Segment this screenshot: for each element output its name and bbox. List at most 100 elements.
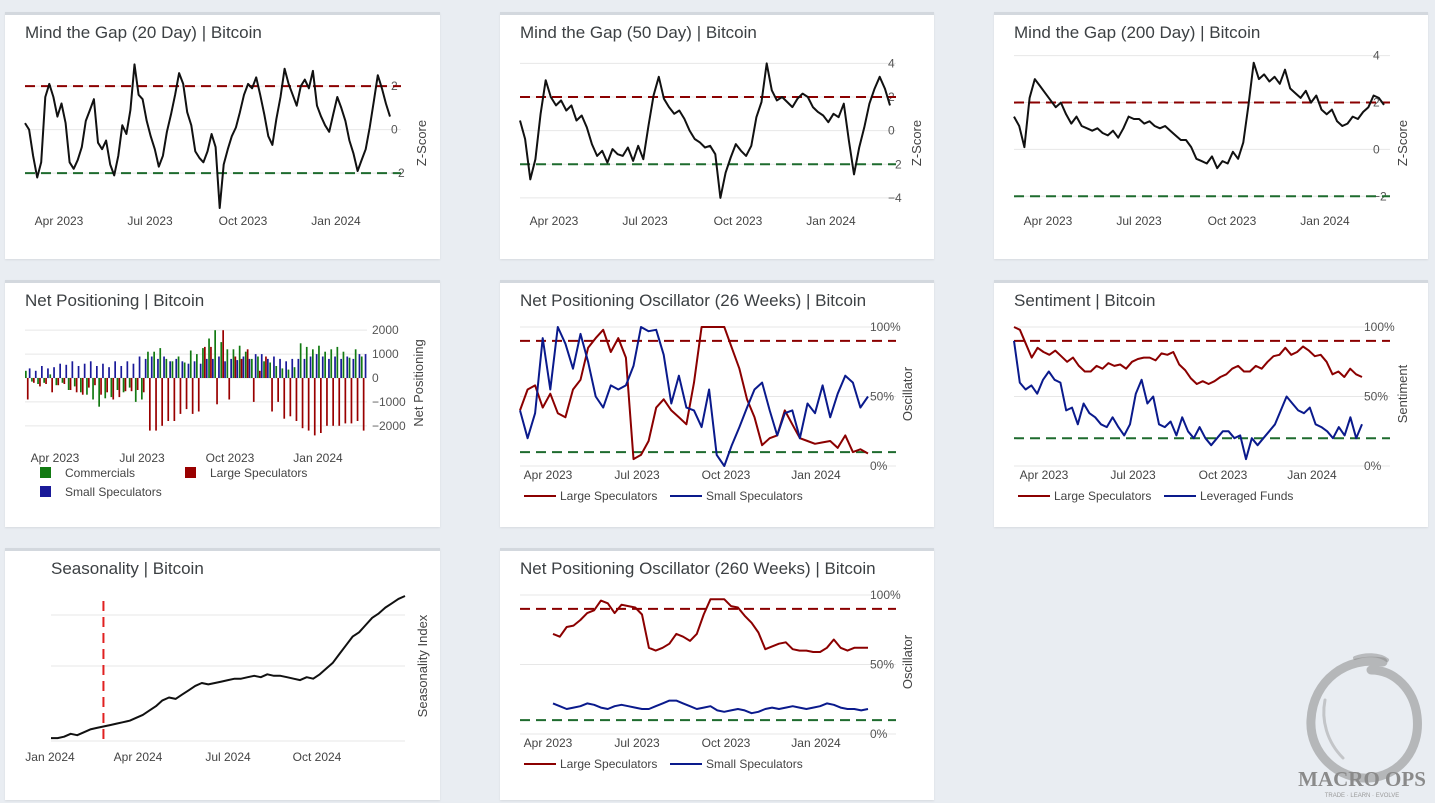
bar-large-speculators <box>197 378 200 412</box>
npo-26-weeks-chart[interactable]: 100% 50% 0% Apr 2023 Jul 2023 Oct 2023 Jan 202… <box>500 283 934 530</box>
bar-small-speculators <box>132 363 135 378</box>
bar-commercials <box>128 378 131 388</box>
x-tick-label: Apr 2023 <box>1024 214 1073 228</box>
bar-large-speculators <box>320 378 322 433</box>
bar-commercials <box>293 367 296 378</box>
bar-small-speculators <box>126 361 129 378</box>
bar-commercials <box>318 345 320 378</box>
x-tick-label: Jul 2023 <box>1110 468 1156 482</box>
bar-large-speculators <box>161 378 163 426</box>
seasonality-chart[interactable]: Jan 2024 Apr 2024 Jul 2024 Oct 2024Seasonal… <box>5 551 440 803</box>
bar-commercials <box>55 378 58 386</box>
bar-commercials <box>324 351 326 378</box>
chart-title: Seasonality | Bitcoin <box>51 559 204 578</box>
bar-large-speculators <box>252 378 255 402</box>
chart-title: Net Positioning | Bitcoin <box>25 291 205 310</box>
bar-commercials <box>80 378 82 393</box>
bar-large-speculators <box>289 378 292 417</box>
bar-commercials <box>305 346 308 378</box>
card-net-positioning: Net Positioning | Bitcoin 2000 1000 0 −1000… <box>5 280 440 527</box>
bar-large-speculators <box>94 378 96 386</box>
y-tick-label: 50% <box>1364 390 1388 404</box>
bar-large-speculators <box>26 378 29 400</box>
bar-large-speculators <box>362 378 365 431</box>
y-axis-title: Z-Score <box>1395 120 1410 166</box>
bar-large-speculators <box>240 358 243 378</box>
bar-large-speculators <box>222 330 224 378</box>
bar-small-speculators <box>346 356 349 378</box>
net-positioning-chart[interactable]: 2000 1000 0 −1000 −2000 Apr 2023 Jul 2023 Oct 2… <box>5 283 440 530</box>
bar-large-speculators <box>216 378 218 405</box>
bar-small-speculators <box>108 367 110 378</box>
x-tick-label: Apr 2023 <box>524 468 573 482</box>
x-tick-label: Apr 2023 <box>31 451 80 465</box>
logo-tagline: TRADE · LEARN · EVOLVE <box>1325 793 1400 799</box>
bar-commercials <box>232 349 235 378</box>
card-npo-260-weeks: Net Positioning Oscillator (260 Weeks) |… <box>500 548 934 800</box>
bar-small-speculators <box>71 361 74 378</box>
x-tick-label: Oct 2023 <box>206 451 255 465</box>
bar-commercials <box>287 369 290 378</box>
bar-large-speculators <box>75 378 78 393</box>
x-tick-label: Oct 2023 <box>1199 468 1248 482</box>
bar-small-speculators <box>248 358 251 378</box>
x-tick-label: Jan 2024 <box>25 750 75 764</box>
x-tick-label: Oct 2023 <box>702 736 751 750</box>
bar-commercials <box>257 356 259 378</box>
y-tick-label: 100% <box>1364 320 1395 334</box>
y-tick-label: 0 <box>372 371 379 385</box>
bar-small-speculators <box>199 363 202 378</box>
x-tick-label: Jan 2024 <box>1300 214 1350 228</box>
bar-commercials <box>122 378 125 393</box>
bar-large-speculators <box>81 378 84 395</box>
bar-commercials <box>61 378 64 383</box>
bar-small-speculators <box>83 363 86 378</box>
y-tick-label: 50% <box>870 658 894 672</box>
bar-commercials <box>354 349 357 378</box>
y-axis-title: Net Positioning <box>411 339 426 426</box>
logo-name: MACRO OPS <box>1298 767 1426 791</box>
bar-large-speculators <box>234 356 237 378</box>
x-tick-label: Oct 2024 <box>293 750 342 764</box>
bar-small-speculators <box>120 366 123 378</box>
x-tick-label: Jan 2024 <box>311 214 361 228</box>
bar-small-speculators <box>273 356 275 378</box>
chart-title: Mind the Gap (50 Day) | Bitcoin <box>520 23 757 42</box>
y-tick-label: −1000 <box>372 395 406 409</box>
bar-small-speculators <box>236 360 239 378</box>
bar-small-speculators <box>157 358 159 378</box>
y-axis-title: Oscillator <box>900 634 915 689</box>
bar-commercials <box>202 348 204 378</box>
series-line-seasonality-index <box>51 595 406 740</box>
bar-commercials <box>104 378 107 399</box>
x-tick-label: Oct 2023 <box>714 214 763 228</box>
bar-large-speculators <box>301 378 304 429</box>
bar-large-speculators <box>259 370 261 378</box>
mind-the-gap-200-chart[interactable]: 4 2 0 −2 Apr 2023 Jul 2023 Oct 2023 Jan 2024 Z-S… <box>994 15 1428 262</box>
x-tick-label: Jul 2023 <box>614 468 660 482</box>
bar-commercials <box>196 354 198 378</box>
bar-large-speculators <box>295 378 298 421</box>
bar-small-speculators <box>315 354 318 378</box>
bar-large-speculators <box>155 378 157 431</box>
bar-small-speculators <box>260 354 263 378</box>
bar-small-speculators <box>230 358 232 378</box>
bar-commercials <box>73 378 76 387</box>
bar-small-speculators <box>334 356 336 378</box>
x-tick-label: Oct 2023 <box>219 214 268 228</box>
bar-large-speculators <box>149 378 151 431</box>
bar-commercials <box>37 378 39 384</box>
bar-commercials <box>220 342 223 378</box>
bar-large-speculators <box>69 378 72 390</box>
bar-small-speculators <box>41 366 43 378</box>
x-tick-label: Apr 2023 <box>1020 468 1069 482</box>
bar-commercials <box>67 378 70 390</box>
npo-260-weeks-chart[interactable]: 100% 50% 0% Apr 2023 Jul 2023 Oct 2023 Jan 202… <box>500 551 934 803</box>
x-tick-label: Jul 2024 <box>205 750 251 764</box>
sentiment-chart[interactable]: 100% 50% 0% Apr 2023 Jul 2023 Oct 2023 Jan 202… <box>994 283 1428 530</box>
legend-label: Small Speculators <box>65 485 162 499</box>
bar-small-speculators <box>364 354 367 378</box>
bar-small-speculators <box>77 366 80 378</box>
